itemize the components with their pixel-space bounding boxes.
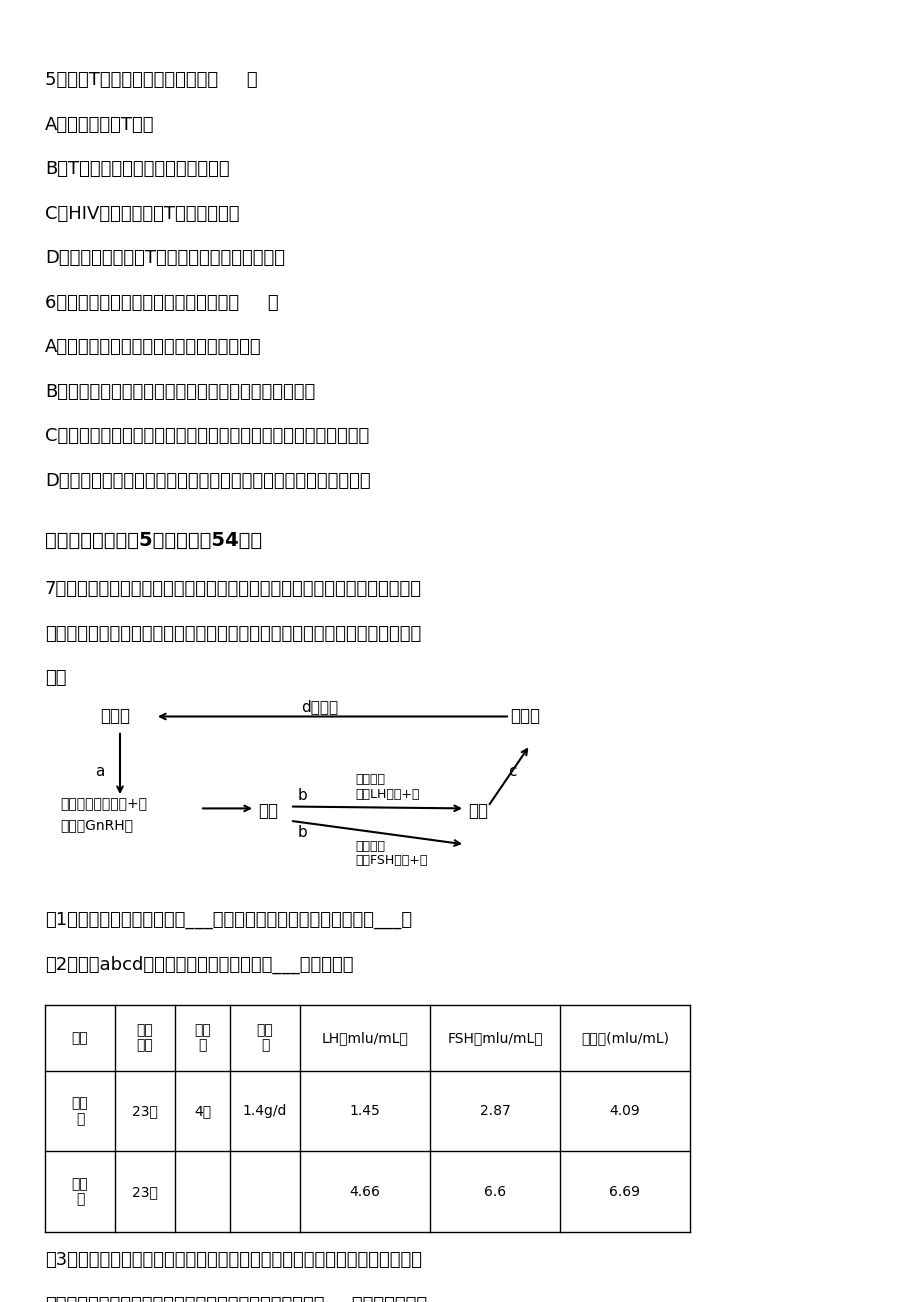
Text: 4.66: 4.66	[349, 1185, 380, 1199]
Text: 素（LH）（+）: 素（LH）（+）	[355, 788, 419, 801]
Text: B．甲状腺激素分泌增多时，机体耗氧量和产热量都增加: B．甲状腺激素分泌增多时，机体耗氧量和产热量都增加	[45, 383, 315, 401]
Text: 下丘脑: 下丘脑	[100, 707, 130, 725]
Text: 年龄: 年龄	[137, 1039, 153, 1052]
Text: b: b	[298, 825, 308, 841]
Text: 量: 量	[260, 1039, 269, 1052]
Text: B．T细胞可接受吞噬细胞呈递的抗原: B．T细胞可接受吞噬细胞呈递的抗原	[45, 160, 230, 178]
Text: 6.6: 6.6	[483, 1185, 505, 1199]
Text: 睾丸: 睾丸	[468, 802, 487, 820]
Text: 健康: 健康	[72, 1177, 88, 1191]
Text: D．在抗原的刺激下T细胞产生抗体发挥免疫作用: D．在抗原的刺激下T细胞产生抗体发挥免疫作用	[45, 249, 285, 267]
Text: 促卵泡激: 促卵泡激	[355, 840, 384, 853]
Text: LH（mlu/mL）: LH（mlu/mL）	[322, 1031, 408, 1044]
Text: c: c	[507, 764, 516, 779]
Text: 答：: 答：	[45, 669, 66, 687]
Text: C．HIV感染人体可使T细胞数量下降: C．HIV感染人体可使T细胞数量下降	[45, 204, 239, 223]
Text: 吸毒: 吸毒	[72, 1096, 88, 1111]
Text: 吸毒: 吸毒	[194, 1023, 210, 1038]
Text: C．促甲状腺激素只作用于甲状腺，而甲状腺激素可作用于多种器官: C．促甲状腺激素只作用于甲状腺，而甲状腺激素可作用于多种器官	[45, 427, 369, 445]
Text: 睾丸酮(mlu/mL): 睾丸酮(mlu/mL)	[581, 1031, 668, 1044]
Text: 二、简答题（本题5个小题，共54分）: 二、简答题（本题5个小题，共54分）	[45, 531, 262, 549]
Text: 平均: 平均	[137, 1023, 153, 1038]
Text: 23岁: 23岁	[132, 1104, 158, 1118]
Text: 吸毒: 吸毒	[256, 1023, 273, 1038]
Text: 1.4g/d: 1.4g/d	[243, 1104, 287, 1118]
Text: （3）研究表明，吸食毒品会影响人体性腺功能．研究人员对吸毒者进行相关激: （3）研究表明，吸食毒品会影响人体性腺功能．研究人员对吸毒者进行相关激	[45, 1251, 422, 1269]
Text: 1.45: 1.45	[349, 1104, 380, 1118]
Text: 促性腺激素释放（+）: 促性腺激素释放（+）	[60, 797, 147, 811]
Text: （2）图中abcd过程体现了雄性激素分泌的___调节机制．: （2）图中abcd过程体现了雄性激素分泌的___调节机制．	[45, 956, 353, 974]
Text: 睾丸酮: 睾丸酮	[509, 707, 539, 725]
Text: a: a	[95, 764, 104, 779]
Text: 垂体: 垂体	[257, 802, 278, 820]
Text: 6.69: 6.69	[608, 1185, 640, 1199]
Text: b: b	[298, 788, 308, 802]
Text: 素（FSH）（+）: 素（FSH）（+）	[355, 854, 427, 867]
Text: 激素（GnRH）: 激素（GnRH）	[60, 818, 133, 832]
Text: 6．关于甲状腺激素的叙述，错误的是（     ）: 6．关于甲状腺激素的叙述，错误的是（ ）	[45, 294, 278, 311]
Text: A．血液中存在T细胞: A．血液中存在T细胞	[45, 116, 154, 134]
Text: 史: 史	[199, 1039, 207, 1052]
Text: d（－）: d（－）	[301, 699, 338, 715]
Text: 4年: 4年	[194, 1104, 210, 1118]
Text: 成，提高免疫力．如图是睾丸酮合成分泌受下丘脑、垂体的调节过程．请据图回: 成，提高免疫力．如图是睾丸酮合成分泌受下丘脑、垂体的调节过程．请据图回	[45, 625, 421, 643]
Text: 黄体生成: 黄体生成	[355, 773, 384, 786]
Text: 23岁: 23岁	[132, 1185, 158, 1199]
Text: （1）睾丸酮是在睾丸细胞的___处合成的，其进入靶细胞的方式是___．: （1）睾丸酮是在睾丸细胞的___处合成的，其进入靶细胞的方式是___．	[45, 911, 412, 928]
Text: 素检测与健康人比较，结果如下表：据表可知，吸毒会减弱___（填图中字母）: 素检测与健康人比较，结果如下表：据表可知，吸毒会减弱___（填图中字母）	[45, 1295, 426, 1302]
Text: 4.09: 4.09	[609, 1104, 640, 1118]
Text: FSH（mlu/mL）: FSH（mlu/mL）	[447, 1031, 542, 1044]
Text: D．血液中甲状腺激素水平降低会引起促甲状激素释放激素分泌减少: D．血液中甲状腺激素水平降低会引起促甲状激素释放激素分泌减少	[45, 471, 370, 490]
Text: 组别: 组别	[72, 1031, 88, 1044]
Text: 5．关于T细胞的叙述，错误的是（     ）: 5．关于T细胞的叙述，错误的是（ ）	[45, 72, 257, 89]
Text: 7．睾丸酮（雄性激素）能够加速机体各种蛋白质的合成，促进免疫球蛋白的合: 7．睾丸酮（雄性激素）能够加速机体各种蛋白质的合成，促进免疫球蛋白的合	[45, 579, 422, 598]
Text: 2.87: 2.87	[479, 1104, 510, 1118]
Text: 人: 人	[75, 1193, 85, 1207]
Text: A．甲状腺激素的分泌受下丘脑和垂体的调节: A．甲状腺激素的分泌受下丘脑和垂体的调节	[45, 339, 261, 357]
Text: 者: 者	[75, 1112, 85, 1126]
